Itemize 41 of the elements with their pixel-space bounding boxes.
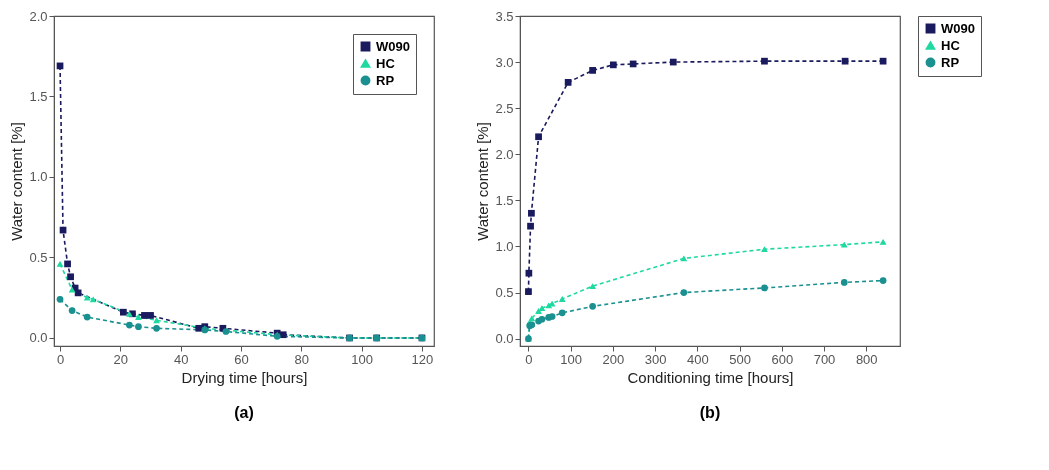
x-axis-title: Conditioning time [hours] [627, 368, 794, 386]
legend-label: W090 [376, 38, 410, 54]
y-tick-label: 1.0 [495, 238, 514, 254]
legend-label: W090 [941, 20, 975, 36]
y-tick-label: 3.0 [495, 54, 514, 70]
text: (a) [234, 404, 254, 421]
x-tick-label: 700 [813, 351, 836, 367]
x-tick-label: 200 [602, 351, 625, 367]
x-tick-label: 80 [294, 351, 310, 367]
y-tick-label: 0.5 [29, 249, 48, 265]
x-tick-label: 0 [525, 351, 533, 367]
y-tick-label: 0.0 [495, 331, 514, 347]
x-tick-label: 500 [729, 351, 751, 367]
x-tick-label: 20 [113, 351, 129, 367]
x-tick-label: 100 [560, 351, 583, 367]
legend-label: RP [941, 54, 960, 70]
y-tick-label: 2.0 [495, 146, 514, 162]
x-axis-title: Drying time [hours] [181, 368, 308, 386]
x-tick-label: 60 [234, 351, 249, 367]
legend-label: HC [941, 37, 961, 53]
x-tick-label: 100 [351, 351, 373, 367]
y-axis-title: Water content [%] [8, 122, 26, 241]
x-tick-label: 400 [686, 351, 709, 367]
y-tick-label: 1.0 [29, 169, 48, 185]
x-tick-label: 600 [771, 351, 794, 367]
y-tick-label: 2.5 [495, 100, 514, 116]
x-tick-label: 300 [644, 351, 667, 367]
y-tick-label: 0.0 [29, 330, 48, 346]
y-tick-label: 1.5 [495, 192, 514, 208]
y-tick-label: 1.5 [29, 88, 48, 104]
y-axis-title: Water content [%] [474, 122, 492, 241]
x-tick-label: 800 [855, 351, 878, 367]
y-tick-label: 0.5 [495, 285, 514, 301]
y-tick-label: 2.0 [29, 8, 48, 24]
legend-label: HC [376, 55, 396, 71]
x-tick-label: 40 [173, 351, 189, 367]
x-tick-label: 0 [56, 351, 65, 367]
x-tick-label: 120 [411, 351, 434, 367]
legend-label: RP [376, 72, 395, 88]
text: (b) [699, 404, 721, 421]
y-tick-label: 3.5 [495, 8, 514, 24]
